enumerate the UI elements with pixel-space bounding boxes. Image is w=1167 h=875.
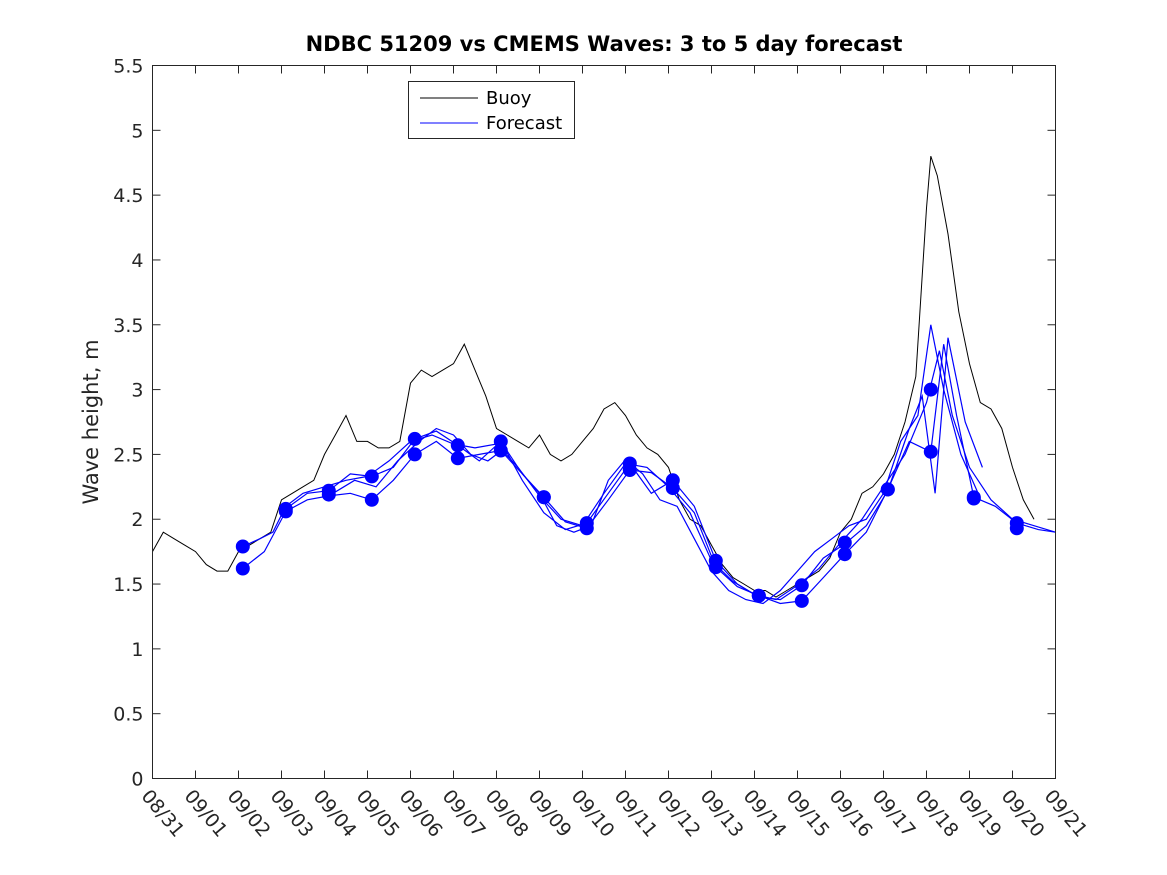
plot-series: [152, 156, 1056, 608]
forecast-marker: [579, 521, 594, 536]
y-tick-label: 2: [131, 509, 143, 531]
y-tick-label: 4: [131, 250, 143, 272]
y-tick-label: 1: [131, 639, 143, 661]
forecast-marker: [407, 447, 422, 462]
legend: Buoy Forecast: [408, 81, 575, 139]
x-tick-label: 09/09: [524, 786, 576, 842]
forecast-marker: [493, 443, 508, 458]
x-tick-label: 09/05: [352, 786, 404, 842]
chart-title: NDBC 51209 vs CMEMS Waves: 3 to 5 day fo…: [306, 32, 903, 56]
x-tick-label: 09/21: [1040, 786, 1092, 842]
y-tick-label: 4.5: [113, 185, 143, 207]
forecast-marker: [235, 561, 250, 576]
plot-area-frame: [152, 65, 1056, 779]
forecast-marker: [966, 491, 981, 506]
series-forecast-line-3: [285, 337, 983, 601]
x-tick-label: 09/06: [395, 786, 447, 842]
x-tick-label: 08/31: [137, 786, 189, 842]
series-forecast-line-2: [242, 344, 1056, 605]
x-tick-label: 09/18: [911, 786, 963, 842]
y-axis-label: Wave height, m: [79, 339, 103, 504]
y-tick-label: 0: [131, 769, 143, 791]
forecast-marker: [923, 444, 938, 459]
y-tick-label: 3.5: [113, 315, 143, 337]
x-tick-label: 09/17: [868, 786, 920, 842]
y-tick-label: 3: [131, 380, 143, 402]
x-tick-label: 09/19: [954, 786, 1006, 842]
legend-forecast-label: Forecast: [486, 113, 562, 134]
x-tick-label: 09/13: [696, 786, 748, 842]
forecast-marker: [923, 382, 938, 397]
x-tick-label: 09/14: [739, 786, 791, 842]
forecast-marker: [278, 504, 293, 519]
forecast-marker: [1009, 521, 1024, 536]
forecast-marker: [708, 560, 723, 575]
forecast-marker: [794, 578, 809, 593]
y-tick-label: 5.5: [113, 56, 143, 78]
forecast-marker: [364, 469, 379, 484]
series-forecast-line-4: [332, 324, 979, 605]
forecast-marker: [837, 547, 852, 562]
forecast-marker: [837, 535, 852, 550]
forecast-marker: [622, 463, 637, 477]
forecast-marker: [235, 539, 250, 554]
y-tick-label: 5: [131, 120, 143, 142]
forecast-marker: [751, 588, 766, 603]
x-tick-label: 09/20: [997, 786, 1049, 842]
forecast-marker: [665, 481, 680, 496]
x-tick-label: 09/12: [653, 786, 705, 842]
axis-ticks: 00.511.522.533.544.555.508/3109/0109/020…: [113, 56, 1091, 842]
x-tick-label: 09/01: [180, 786, 232, 842]
series-buoy-line: [152, 156, 1035, 598]
x-tick-label: 09/02: [223, 786, 275, 842]
x-tick-label: 09/03: [266, 786, 318, 842]
x-tick-label: 09/10: [567, 786, 619, 842]
legend-box: [408, 81, 575, 139]
forecast-marker: [450, 451, 465, 466]
y-tick-label: 0.5: [113, 704, 143, 726]
x-tick-label: 09/16: [825, 786, 877, 842]
y-tick-label: 2.5: [113, 444, 143, 466]
forecast-marker: [407, 431, 422, 446]
y-tick-label: 1.5: [113, 574, 143, 596]
x-tick-label: 09/11: [610, 786, 662, 842]
legend-buoy-label: Buoy: [486, 88, 532, 109]
x-tick-label: 09/08: [481, 786, 533, 842]
x-tick-label: 09/04: [309, 786, 361, 842]
x-tick-label: 09/07: [438, 786, 490, 842]
forecast-marker: [364, 492, 379, 507]
forecast-marker: [794, 593, 809, 608]
x-tick-label: 09/15: [782, 786, 834, 842]
forecast-marker: [536, 490, 551, 505]
forecast-marker: [321, 487, 336, 502]
forecast-marker: [880, 482, 895, 497]
forecast-marker: [450, 438, 465, 453]
